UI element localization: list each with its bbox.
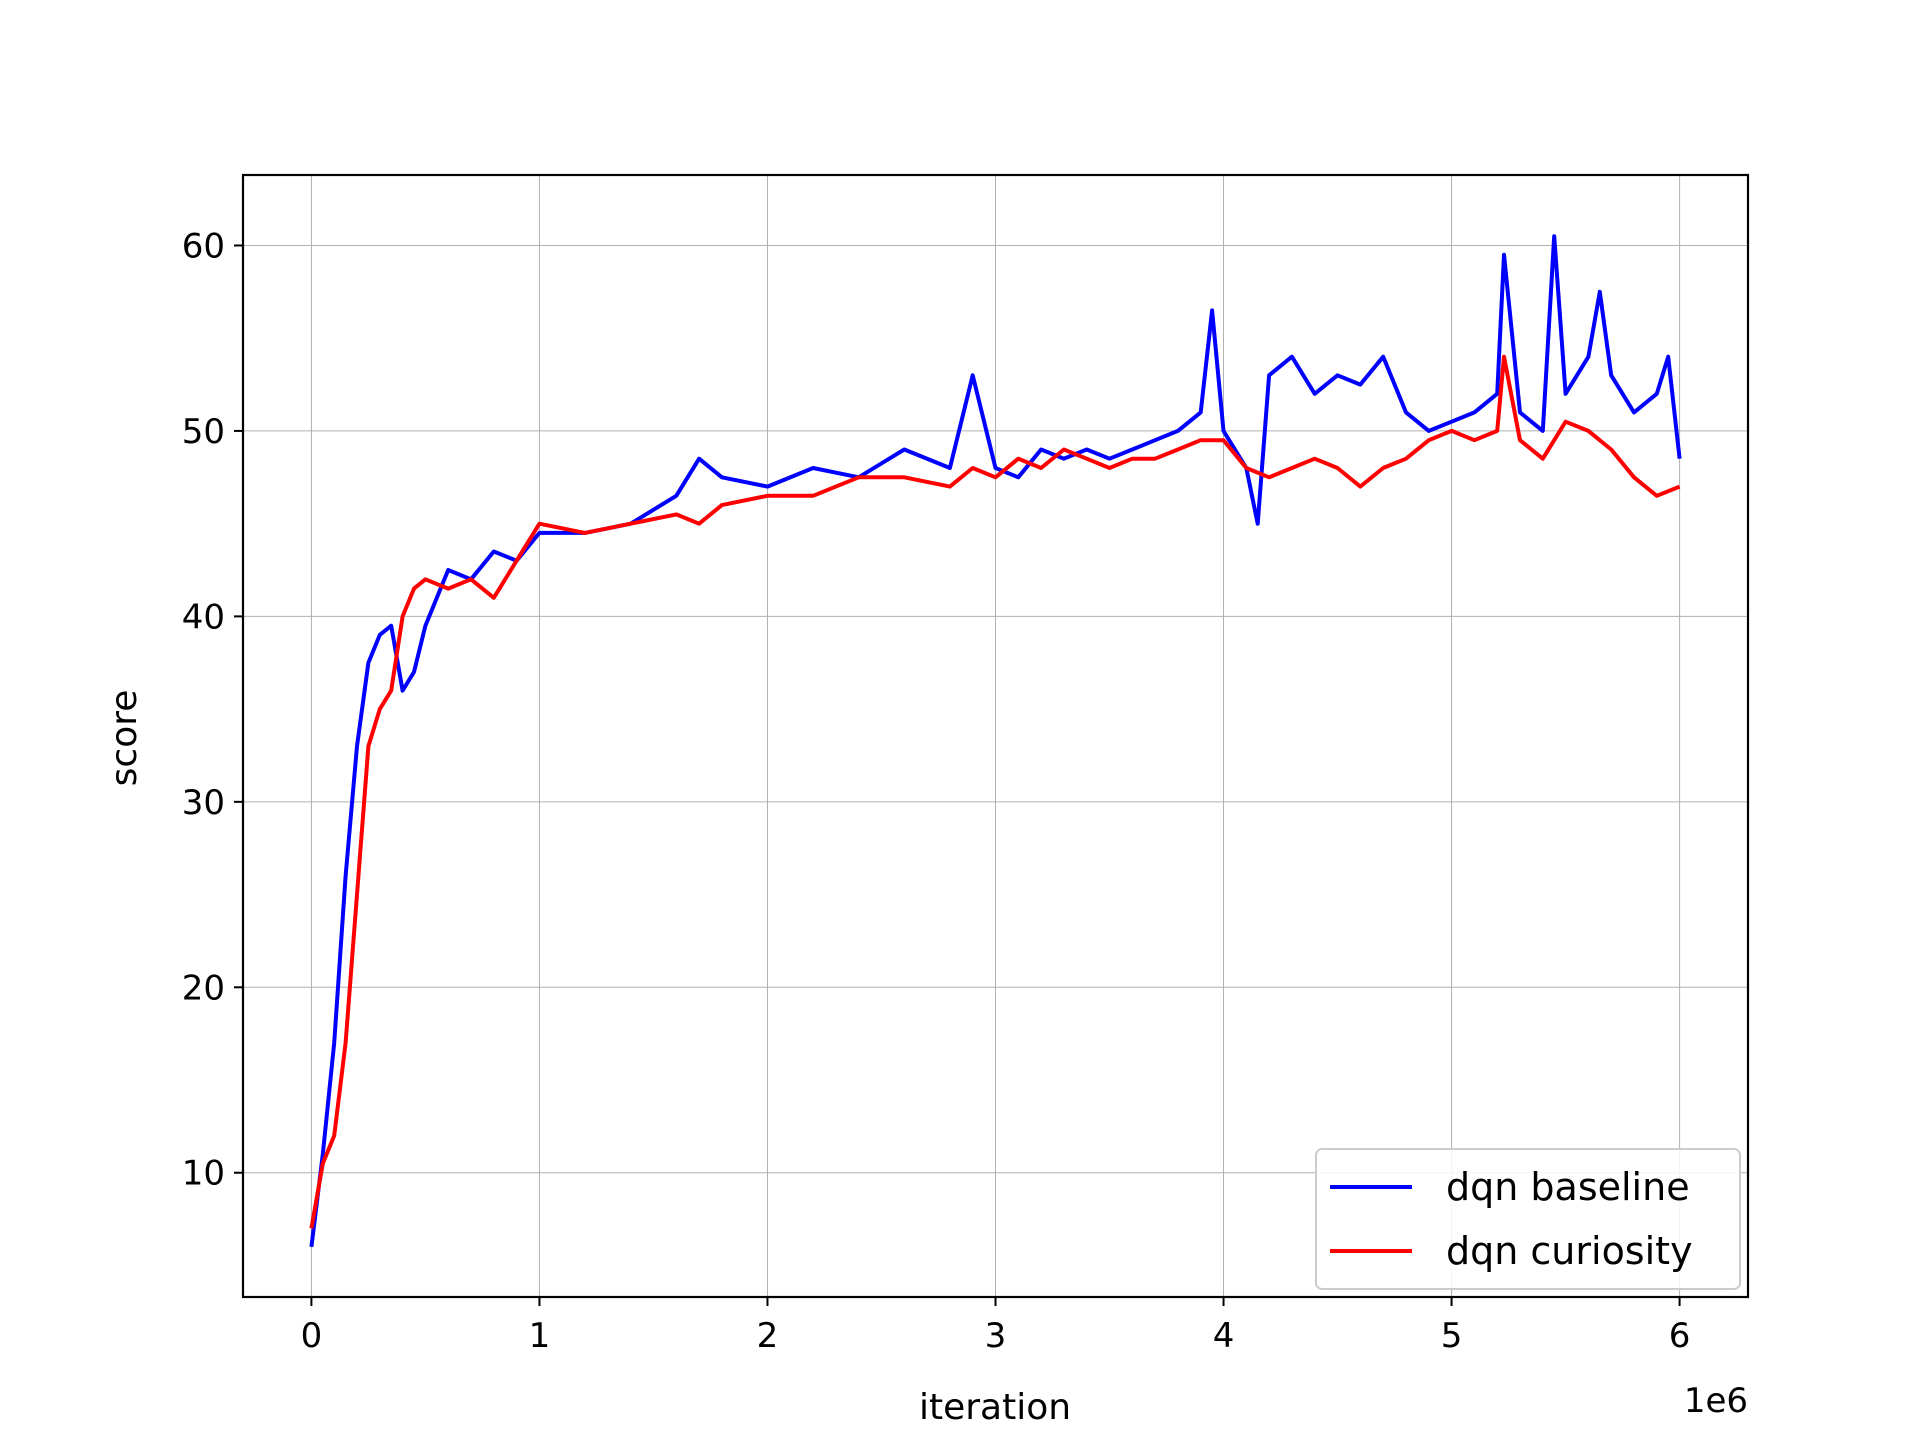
y-tick-label: 30 <box>182 783 225 823</box>
series-line-1 <box>309 234 1682 1248</box>
legend-label-1: dqn baseline <box>1446 1165 1690 1209</box>
x-tick-label: 5 <box>1441 1316 1463 1356</box>
x-tick-label: 1 <box>529 1316 551 1356</box>
legend: dqn baseline dqn curiosity <box>1315 1148 1741 1290</box>
legend-label-2: dqn curiosity <box>1446 1229 1693 1273</box>
x-tick-label: 6 <box>1669 1316 1691 1356</box>
series-line-2 <box>309 354 1681 1229</box>
x-tick-label: 0 <box>301 1316 323 1356</box>
series-layer <box>309 234 1682 1248</box>
x-axis: 0 1 2 3 4 5 6 <box>301 1297 1691 1356</box>
grid <box>243 175 1748 1297</box>
x-offset-label: 1e6 <box>1684 1381 1748 1421</box>
y-tick-label: 20 <box>182 968 225 1008</box>
y-tick-label: 50 <box>182 412 225 452</box>
legend-box <box>1315 1148 1741 1290</box>
y-tick-label: 10 <box>182 1154 225 1194</box>
y-tick-label: 40 <box>182 597 225 637</box>
y-axis: 10 20 30 40 50 60 <box>182 226 243 1194</box>
y-axis-label: score <box>104 690 145 787</box>
x-tick-label: 4 <box>1213 1316 1235 1356</box>
x-axis-label: iteration <box>919 1387 1071 1428</box>
x-tick-label: 3 <box>985 1316 1007 1356</box>
y-tick-label: 60 <box>182 226 225 266</box>
x-tick-label: 2 <box>757 1316 779 1356</box>
